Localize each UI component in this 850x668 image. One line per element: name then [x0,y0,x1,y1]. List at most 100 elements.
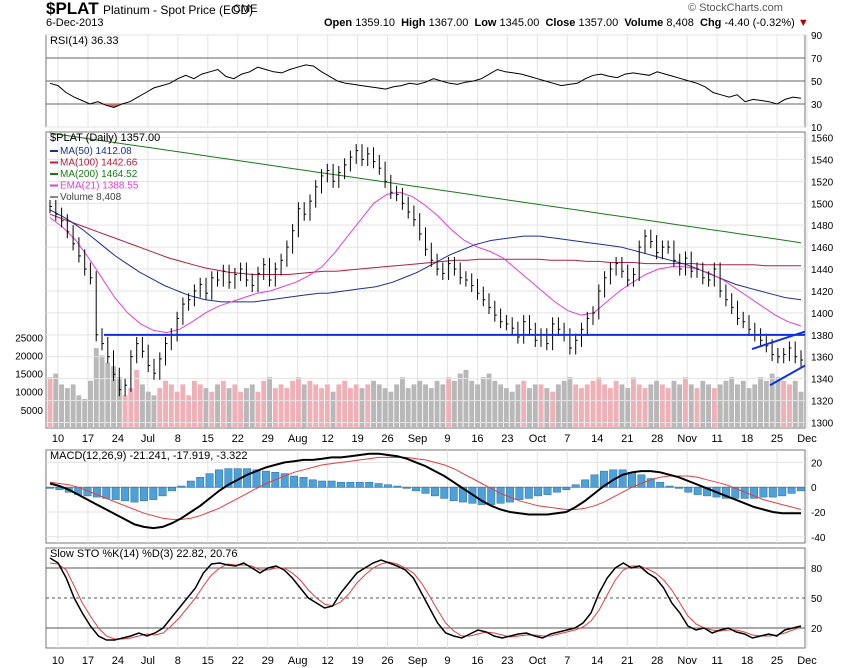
macd-hist-bar [552,486,561,493]
stochastic-d-line [49,561,802,640]
volume-label: Volume [624,17,664,29]
volume-bar [116,377,122,428]
x-tick-label-bottom: 28 [651,655,663,667]
quote-stats: Open 1359.10 High 1367.00 Low 1345.00 Cl… [324,17,809,29]
volume-bar [128,388,134,428]
macd-hist-bar [215,469,223,488]
volume-bar [654,380,659,428]
volume-bar [544,388,550,428]
x-tick-label-bottom: 22 [232,655,244,667]
x-tick-label-bottom: 23 [501,655,513,667]
volume-bar [475,384,480,428]
exchange: CME [233,3,258,15]
price-tick-label: 1560 [811,133,834,144]
x-tick-label-bottom: 29 [262,655,274,667]
x-tick-label: 12 [322,433,334,445]
volume-bar [752,384,758,428]
x-tick-label-bottom: Sep [408,655,428,667]
macd-hist-bar [149,486,158,500]
macd-hist-bar [496,486,505,504]
macd-hist-bar [430,486,439,497]
macd-hist-bar [139,486,148,502]
x-tick-label: 19 [351,433,363,445]
macd-hist-bar [618,469,627,488]
macd-tick-label: 0 [811,483,817,494]
volume-bar [244,388,249,428]
volume-bar [197,384,203,428]
stockcharts-logo: © StockCharts.com [688,2,783,14]
volume-bar [76,395,82,428]
x-tick-label-bottom: Aug [288,655,308,667]
macd-hist-bar [83,486,92,497]
macd-hist-bar [412,486,421,492]
volume-bar [209,391,215,428]
volume-bar [550,391,556,428]
macd-hist-bar [327,480,336,488]
volume-bar [134,369,140,428]
x-tick-label: Dec [797,433,817,445]
x-tick-label-bottom: 8 [175,655,181,667]
macd-hist-bar [440,486,449,499]
volume-bar [706,384,711,428]
x-tick-label: 10 [52,433,64,445]
volume-bar [480,377,486,428]
rsi-tick-label: 90 [811,31,823,42]
volume-bar [758,377,763,428]
volume-bar [717,384,723,428]
volume-bar [180,384,186,428]
price-tick-label: 1500 [811,199,834,210]
down-arrow-icon: ▼ [797,17,809,29]
macd-hist-bar [768,486,777,498]
x-tick-label-bottom: 17 [82,655,94,667]
x-tick-label-bottom: 10 [52,655,64,667]
volume-bar [723,380,729,428]
x-tick-label: 16 [471,433,483,445]
volume-bar [798,391,804,428]
x-tick-label-bottom: 7 [564,655,570,667]
macd-line [49,452,801,530]
legend-item: MA(200) 1464.52 [60,169,138,180]
x-tick-label-bottom: 9 [444,655,450,667]
volume-bar [619,384,625,428]
macd-hist-bar [449,486,458,502]
macd-hist-bar [290,475,299,488]
macd-hist-bar [337,481,345,488]
volume-bar [59,384,64,428]
volume-bar [122,395,128,428]
macd-hist-bar [374,483,383,488]
macd-hist-bar [168,486,176,492]
volume-bar [348,388,353,428]
macd-hist-bar [365,481,374,488]
volume-bar [428,388,434,428]
volume-bar [400,377,405,428]
macd-hist-bar [299,477,308,488]
x-tick-label: 22 [232,433,244,445]
macd-hist-bar [224,468,233,488]
macd-hist-bar [205,473,214,488]
volume-bar [792,380,798,428]
x-tick-label-bottom: Dec [797,655,817,667]
open-value: 1359.10 [355,17,395,29]
volume-bar [313,384,319,428]
volume-bar [515,384,521,428]
ma100-line [49,213,801,275]
macd-hist-bar [121,486,130,502]
volume-bar [498,384,504,428]
chg-label: Chg [700,17,722,29]
macd-hist-bar [252,469,261,488]
volume-bar [607,388,613,428]
volume-bar [157,388,163,428]
legend-item: Volume 8,408 [60,192,122,203]
macd-hist-bar [721,486,730,499]
macd-hist-bar [158,486,167,497]
macd-tick-label: -40 [811,533,826,544]
macd-hist-bar [693,486,702,495]
price-tick-label: 1460 [811,243,834,254]
macd-hist-bar [196,477,205,488]
stochastic-tick-label: 80 [811,564,823,575]
x-tick-label-bottom: 15 [202,655,214,667]
volume-bar [463,369,469,428]
volume-bar [729,377,735,428]
volume-bar [307,380,313,428]
close-label: Close [545,17,576,29]
